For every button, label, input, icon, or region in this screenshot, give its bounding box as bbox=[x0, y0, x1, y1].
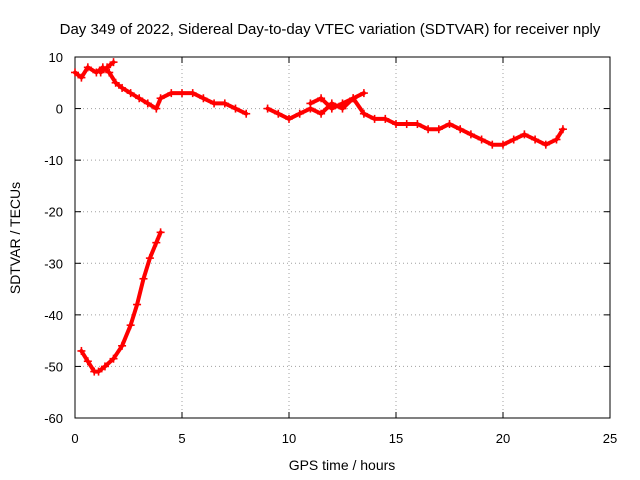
data-point bbox=[531, 135, 540, 144]
data-point bbox=[135, 94, 144, 103]
data-point bbox=[105, 68, 114, 77]
data-point bbox=[83, 357, 92, 366]
data-point bbox=[156, 228, 165, 237]
x-tick-label: 25 bbox=[603, 431, 617, 446]
data-point bbox=[317, 94, 326, 103]
data-point bbox=[295, 109, 304, 118]
data-point bbox=[126, 321, 135, 330]
data-point bbox=[306, 99, 315, 108]
data-series bbox=[71, 58, 567, 376]
data-point bbox=[167, 89, 176, 98]
x-tick-label: 20 bbox=[496, 431, 510, 446]
y-tick-label: -40 bbox=[44, 308, 63, 323]
data-point bbox=[100, 362, 109, 371]
data-point bbox=[139, 274, 148, 283]
data-point bbox=[541, 140, 550, 149]
series-line-track-2 bbox=[265, 96, 565, 147]
data-point bbox=[188, 89, 197, 98]
data-point bbox=[143, 99, 152, 108]
data-point bbox=[96, 68, 105, 77]
y-tick-label: -10 bbox=[44, 153, 63, 168]
data-point bbox=[109, 58, 118, 67]
y-tick-label: 10 bbox=[49, 50, 63, 65]
data-point bbox=[499, 140, 507, 149]
series-line-track-3 bbox=[79, 230, 163, 374]
data-point bbox=[274, 109, 283, 118]
data-point bbox=[231, 104, 240, 113]
data-point bbox=[156, 94, 165, 103]
data-point bbox=[152, 238, 161, 247]
y-axis-label: SDTVAR / TECUs bbox=[7, 182, 23, 294]
data-point bbox=[456, 125, 465, 134]
data-point bbox=[327, 104, 336, 113]
data-point bbox=[199, 94, 208, 103]
data-point bbox=[118, 341, 127, 350]
data-point bbox=[477, 135, 486, 144]
data-point bbox=[445, 120, 454, 129]
data-point bbox=[118, 83, 127, 92]
data-point bbox=[413, 120, 422, 129]
data-point bbox=[488, 140, 497, 149]
data-point bbox=[77, 73, 86, 82]
data-point bbox=[178, 89, 186, 98]
data-point bbox=[77, 346, 86, 355]
y-tick-label: -30 bbox=[44, 256, 63, 271]
data-point bbox=[509, 135, 518, 144]
data-point bbox=[126, 89, 135, 98]
data-point bbox=[552, 135, 561, 144]
data-point bbox=[520, 130, 529, 139]
data-point bbox=[434, 125, 443, 134]
data-point bbox=[317, 109, 326, 118]
data-point bbox=[109, 354, 118, 363]
y-tick-label: 0 bbox=[56, 102, 63, 117]
data-point bbox=[359, 89, 368, 98]
data-point bbox=[210, 99, 219, 108]
data-point bbox=[381, 114, 390, 123]
data-point bbox=[349, 94, 358, 103]
data-point bbox=[83, 63, 92, 72]
data-point bbox=[71, 68, 79, 77]
x-tick-label: 0 bbox=[71, 431, 78, 446]
data-point bbox=[242, 109, 251, 118]
x-tick-label: 15 bbox=[389, 431, 403, 446]
data-point bbox=[402, 120, 411, 129]
data-point bbox=[111, 78, 120, 87]
data-point bbox=[152, 104, 161, 113]
data-point bbox=[103, 63, 112, 72]
data-point bbox=[338, 99, 347, 108]
data-point bbox=[94, 367, 103, 376]
data-point bbox=[220, 99, 229, 108]
x-axis-label: GPS time / hours bbox=[289, 457, 396, 473]
plot-frame bbox=[74, 56, 611, 419]
data-point bbox=[558, 125, 567, 134]
chart-title: Day 349 of 2022, Sidereal Day-to-day VTE… bbox=[60, 21, 601, 38]
data-point bbox=[424, 125, 433, 134]
x-tick-label: 5 bbox=[178, 431, 185, 446]
data-point bbox=[466, 130, 475, 139]
data-point bbox=[392, 120, 400, 129]
x-tick-label: 10 bbox=[282, 431, 296, 446]
data-point bbox=[359, 109, 368, 118]
axis-ticks: 0 5 10 15 20 25 -60 -50 -40 -30 -20 -10 0 10 bbox=[44, 50, 617, 446]
data-point bbox=[145, 254, 154, 263]
y-tick-label: -60 bbox=[44, 411, 63, 426]
y-tick-label: -50 bbox=[44, 359, 63, 374]
data-point bbox=[263, 104, 272, 113]
data-point bbox=[133, 300, 142, 309]
series-line-track-2b bbox=[308, 91, 366, 111]
data-point bbox=[370, 114, 379, 123]
y-tick-label: -20 bbox=[44, 205, 63, 220]
data-point bbox=[285, 114, 293, 123]
